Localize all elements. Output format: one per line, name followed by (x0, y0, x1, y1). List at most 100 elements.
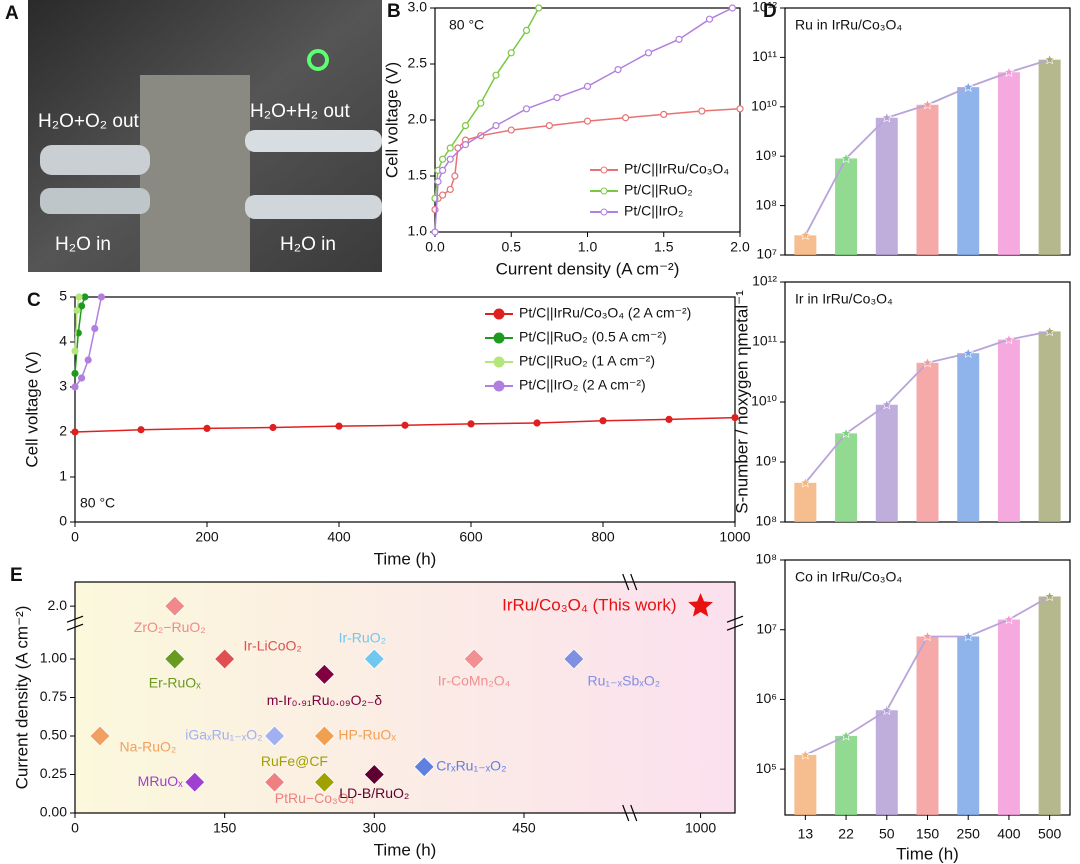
bar-top-marker (881, 704, 893, 715)
x-tick-label: 1000 (719, 529, 750, 545)
point-label: CrₓRu₁₋ₓO₂ (436, 758, 506, 774)
data-point (77, 374, 86, 382)
x-tick-label: 1.0 (578, 239, 598, 255)
axis-break (726, 615, 744, 623)
x-tick-label: 50 (879, 826, 895, 842)
photo-label: H₂O in (280, 234, 336, 255)
x-tick-label: 0 (71, 820, 79, 836)
bar (997, 339, 1020, 522)
data-point (583, 117, 592, 125)
data-point (84, 356, 92, 364)
bar (875, 117, 898, 255)
bar (1038, 596, 1061, 815)
legend-marker (600, 187, 608, 195)
x-tick-label: 13 (798, 826, 814, 842)
y-tick-label: 10¹¹ (752, 333, 777, 349)
data-point (507, 126, 515, 134)
axis-break (66, 615, 84, 623)
legend-marker (493, 380, 505, 392)
data-point (401, 421, 409, 429)
bar-top-marker (799, 229, 811, 241)
data-point (736, 105, 744, 113)
point-label: Ir-RuO₂ (339, 630, 386, 646)
legend-marker (600, 208, 608, 216)
bar (1038, 59, 1061, 256)
y-tick-label: 3.0 (408, 0, 428, 15)
legend-label: Pt/C||RuO₂ (1 A cm⁻²) (519, 353, 655, 369)
data-point (263, 725, 286, 747)
legend-marker (493, 356, 505, 368)
point-label: LD-B/RuO₂ (339, 785, 409, 801)
bar (916, 362, 939, 522)
y-tick-label: 5 (59, 288, 67, 304)
data-point (622, 114, 630, 122)
x-tick-label: 300 (363, 820, 387, 836)
bar (957, 87, 980, 256)
point-label: PtRu−Co₃O₄ (275, 790, 355, 806)
data-point (698, 107, 706, 115)
bar (997, 619, 1020, 815)
y-tick-label: 10⁶ (756, 690, 777, 706)
data-point (335, 422, 343, 430)
data-point (269, 423, 277, 432)
bar (1038, 331, 1061, 522)
y-tick-label: 1.5 (408, 167, 428, 183)
bar (957, 353, 980, 522)
panel-letter: E (10, 565, 23, 586)
data-point (731, 414, 739, 422)
x-tick-label: 2.0 (730, 239, 750, 255)
bar-top-marker (1003, 333, 1015, 345)
data-point (446, 144, 454, 152)
bar (916, 636, 939, 815)
tube (245, 195, 382, 219)
y-axis-label: Cell voltage (V) (22, 351, 41, 467)
photo-label: H₂O+H₂ out (250, 101, 350, 122)
data-point (431, 228, 439, 236)
y-tick-label: 2.0 (408, 111, 428, 127)
bar (794, 235, 817, 255)
legend-label: Pt/C||IrO₂ (624, 203, 683, 219)
data-point (73, 306, 81, 315)
data-point (71, 428, 79, 436)
data-point (545, 121, 553, 130)
x-tick-label: 400 (327, 529, 351, 545)
point-label: ZrO₂−RuO₂ (134, 619, 206, 635)
data-point (313, 771, 335, 793)
panel-letter: D (763, 1, 777, 22)
data-point (363, 648, 385, 670)
annotation: 80 °C (449, 17, 484, 33)
data-point (434, 178, 442, 186)
bar-top-marker (1044, 53, 1056, 65)
electrolyzer (140, 75, 250, 272)
data-point (535, 4, 543, 12)
data-point (75, 293, 83, 301)
x-tick-label: 250 (957, 826, 981, 842)
x-axis-label: Time (h) (896, 844, 959, 863)
data-point (446, 185, 454, 194)
bar-top-marker (962, 630, 974, 642)
annotation: 80 °C (80, 495, 115, 511)
y-tick-label: 0.50 (40, 727, 67, 743)
data-point (203, 424, 211, 432)
bar-top-marker (922, 357, 933, 368)
data-point (313, 663, 335, 685)
bar (875, 404, 898, 522)
data-point (507, 49, 515, 57)
bar-top-marker (881, 398, 893, 410)
x-tick-label: 500 (1038, 826, 1062, 842)
data-point (439, 155, 447, 163)
data-point (644, 49, 653, 57)
photo: H₂O+O₂ out H₂O+H₂ out H₂O in H₂O in A (5, 0, 382, 272)
data-point (81, 293, 89, 301)
y-tick-label: 10⁸ (756, 513, 778, 529)
tube (245, 130, 382, 152)
legend-label: Pt/C||RuO₂ (624, 182, 693, 198)
legend-label: Pt/C||IrRu/Co₃O₄ (624, 161, 729, 177)
y-tick-label: 0.75 (40, 688, 67, 704)
bar-top-marker (881, 111, 893, 123)
y-tick-label: 0.25 (40, 765, 67, 781)
y-tick-label: 0.00 (40, 804, 67, 820)
point-label: Ir-LiCoO₂ (243, 638, 301, 654)
point-label: MRuOₓ (138, 773, 183, 789)
point-label: m-Ir₀.₉₁Ru₀.₀₉O₂₋δ (267, 692, 383, 708)
